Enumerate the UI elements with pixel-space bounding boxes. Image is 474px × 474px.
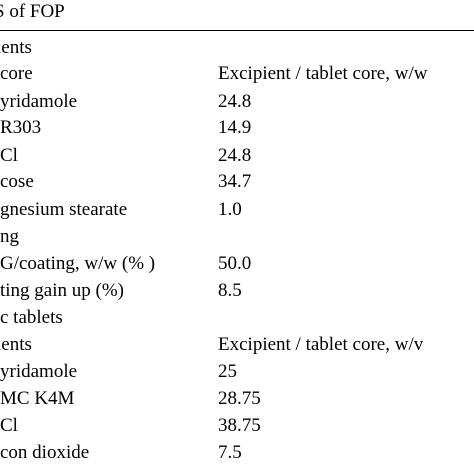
row-label: ients bbox=[0, 37, 32, 58]
row-label: con dioxide bbox=[0, 442, 90, 463]
row-label: R303 bbox=[0, 117, 42, 138]
row-value: 8.5 bbox=[218, 280, 242, 301]
row-value: 1.0 bbox=[218, 199, 242, 220]
row-label: G/coating, w/w (% ) bbox=[0, 253, 156, 274]
row-label: c tablets bbox=[0, 307, 63, 328]
row-label: Cl bbox=[0, 415, 18, 436]
row-label: MC K4M bbox=[0, 388, 75, 409]
row-label: cose bbox=[0, 171, 34, 192]
row-value: 34.7 bbox=[218, 171, 252, 192]
row-value: 14.9 bbox=[218, 117, 252, 138]
row-value: Excipient / tablet core, w/v bbox=[218, 334, 424, 355]
row-label: ting gain up (%) bbox=[0, 280, 125, 301]
row-label: ients bbox=[0, 334, 32, 355]
row-value: 24.8 bbox=[218, 145, 252, 166]
row-value: 38.75 bbox=[218, 415, 261, 436]
row-label: core bbox=[0, 63, 33, 84]
row-label: yridamole bbox=[0, 91, 78, 112]
row-label: ng bbox=[0, 226, 19, 247]
row-value: Excipient / tablet core, w/w bbox=[218, 63, 428, 84]
row-value: 50.0 bbox=[218, 253, 252, 274]
table-title: S of FOP bbox=[0, 1, 65, 22]
row-value: 28.75 bbox=[218, 388, 261, 409]
row-label: Cl bbox=[0, 145, 18, 166]
row-value: 25 bbox=[218, 361, 237, 382]
row-label: yridamole bbox=[0, 361, 78, 382]
row-value: 7.5 bbox=[218, 442, 242, 463]
row-value: 24.8 bbox=[218, 91, 252, 112]
row-label: gnesium stearate bbox=[0, 199, 128, 220]
table-top-rule bbox=[0, 30, 474, 31]
